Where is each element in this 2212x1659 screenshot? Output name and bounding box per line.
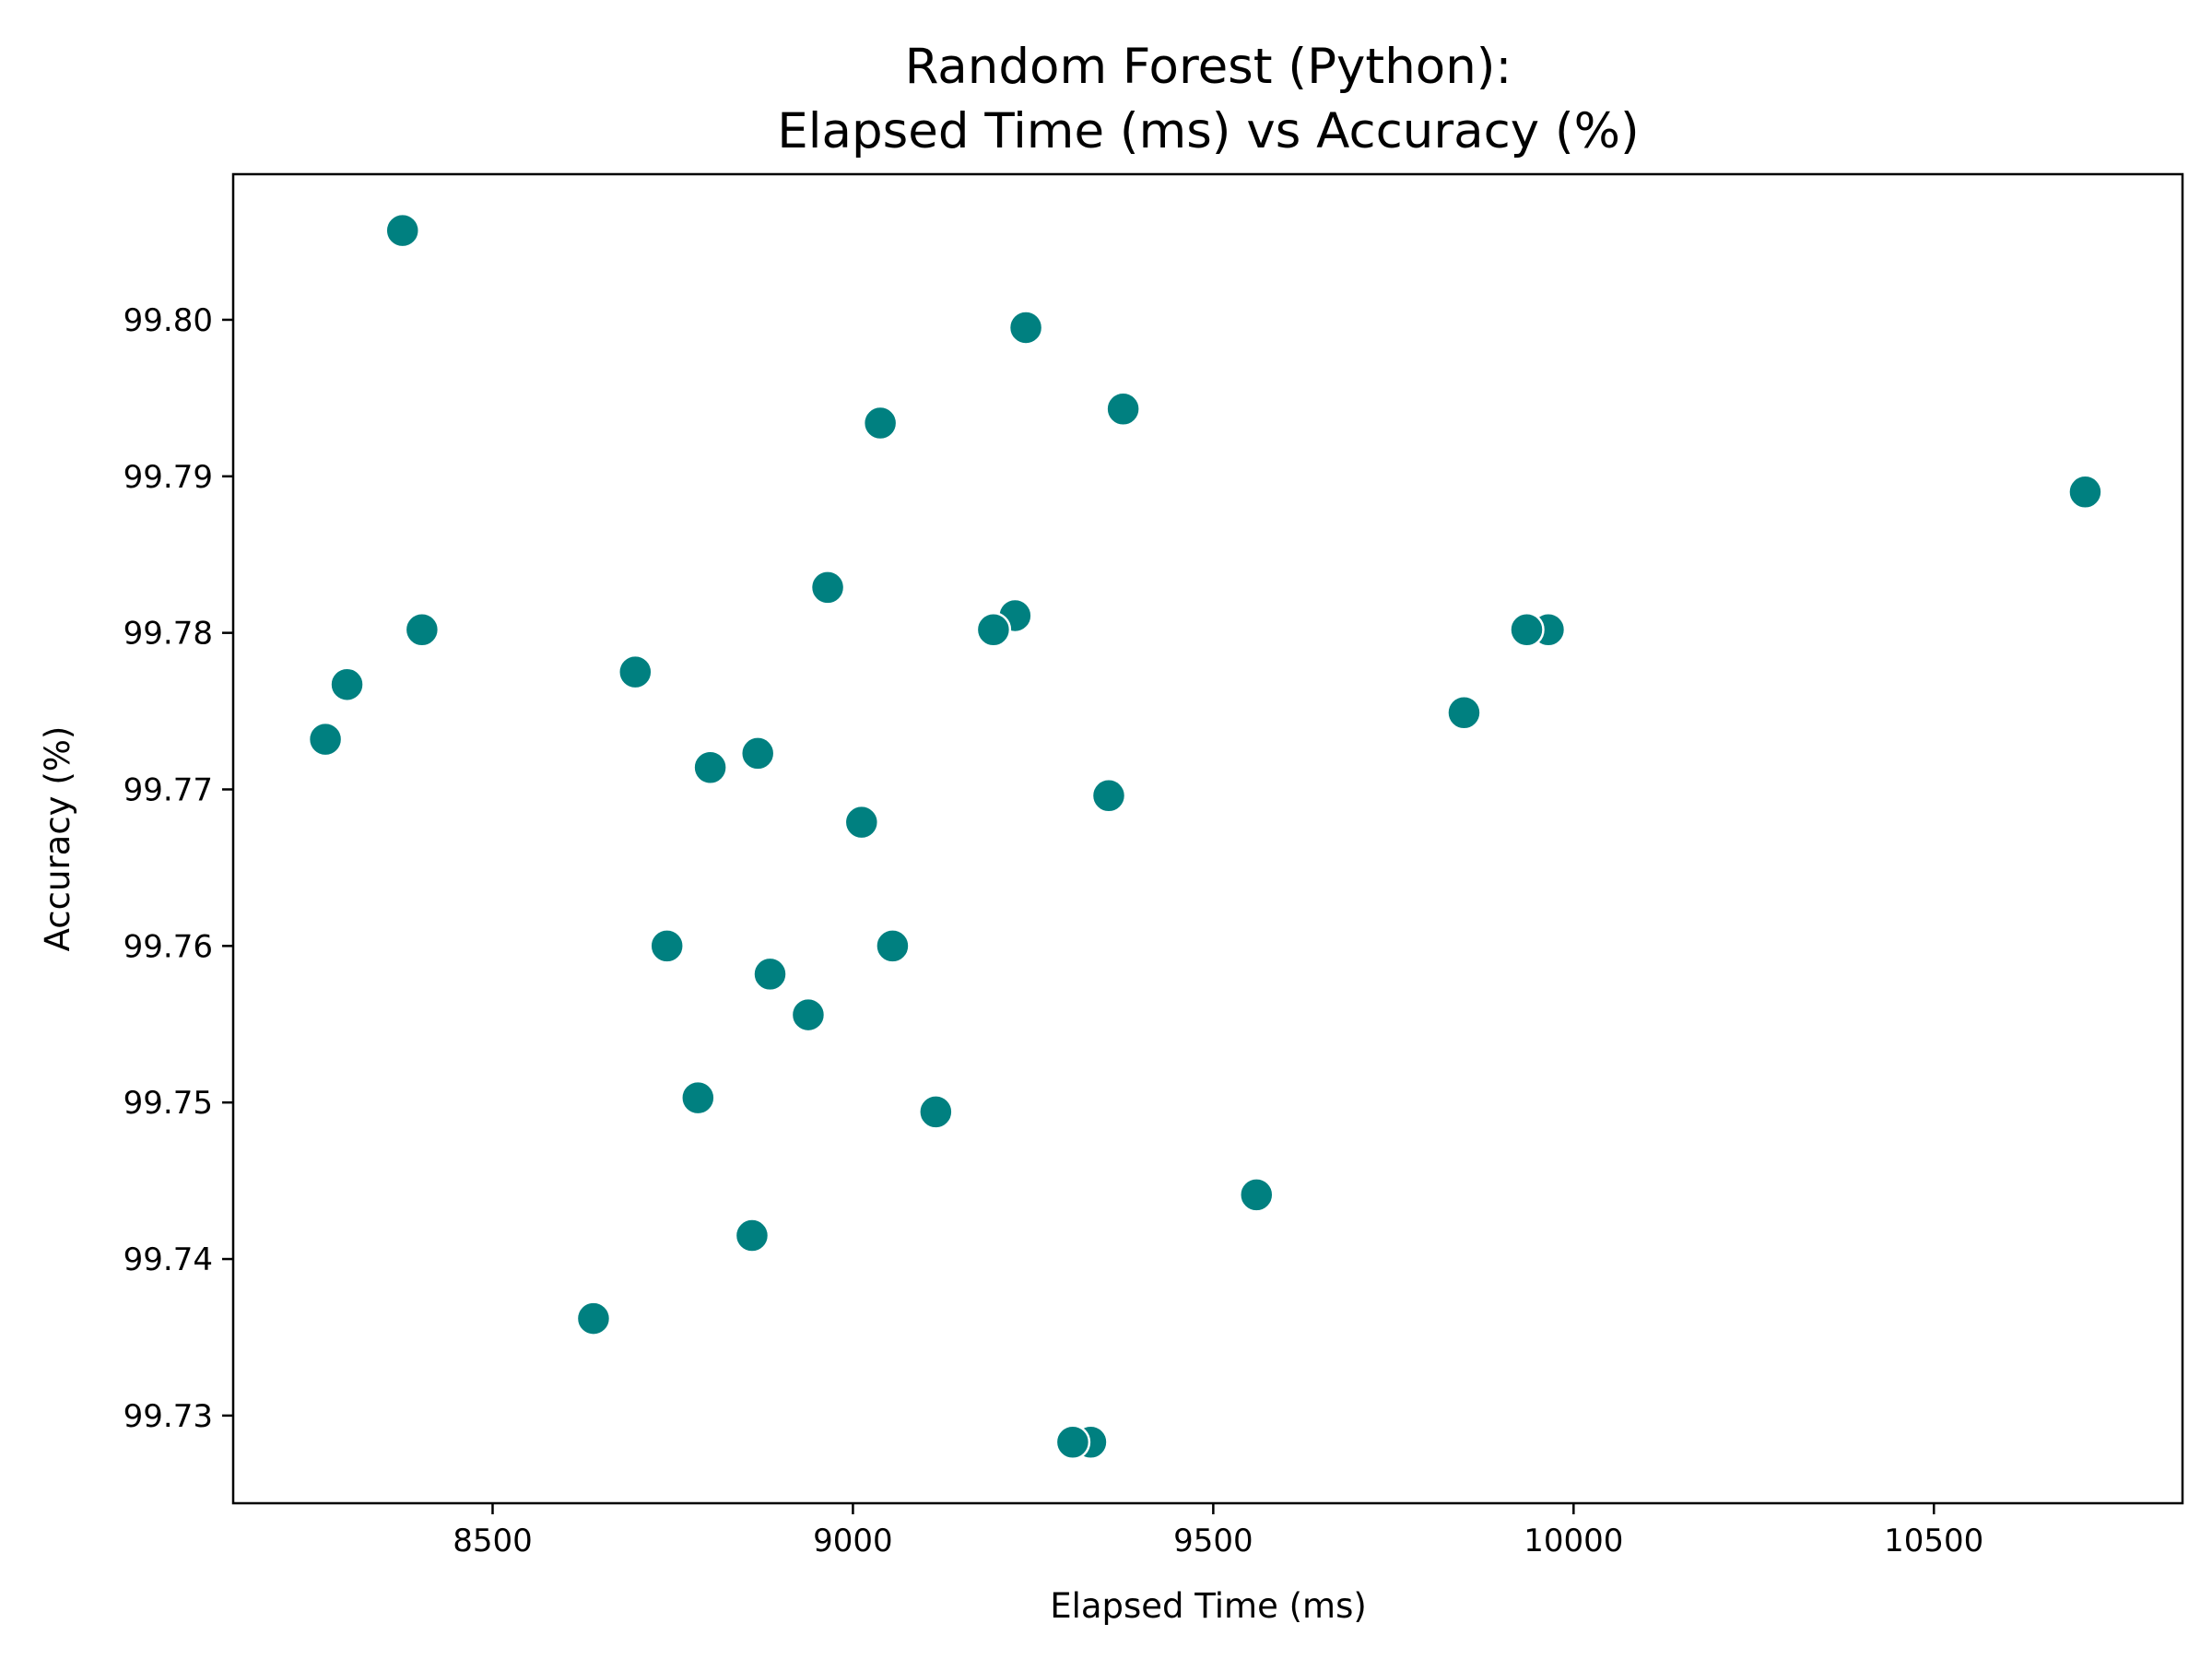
- scatter-point: [752, 956, 788, 993]
- scatter-point: [862, 405, 899, 441]
- x-tick-label: 9000: [813, 1523, 893, 1559]
- scatter-point: [1054, 1424, 1091, 1461]
- scatter-point: [1239, 1177, 1275, 1213]
- y-tick-label: 99.79: [124, 459, 213, 496]
- scatter-point: [329, 666, 365, 702]
- chart-title-line-2: Elapsed Time (ms) vs Accuracy (%): [777, 103, 1639, 159]
- scatter-point: [692, 749, 728, 785]
- x-axis-ticks: 8500 9000 9500 10000 10500: [453, 1503, 1983, 1559]
- scatter-point: [739, 735, 776, 771]
- scatter-point: [404, 612, 441, 648]
- y-tick-label: 99.80: [124, 302, 213, 339]
- y-axis-ticks: 99.73 99.74 99.75 99.76 99.77 99.78 99.79 99.80: [124, 302, 233, 1435]
- scatter-point: [649, 928, 685, 964]
- chart-title-line-1: Random Forest (Python):: [905, 39, 1512, 95]
- scatter-point: [1446, 695, 1482, 731]
- x-tick-label: 9500: [1173, 1523, 1253, 1559]
- scatter-point: [1509, 612, 1545, 648]
- x-axis-label: Elapsed Time (ms): [1050, 1586, 1367, 1626]
- y-tick-label: 99.73: [124, 1398, 213, 1435]
- scatter-point: [918, 1094, 954, 1130]
- x-tick-label: 10000: [1524, 1523, 1623, 1559]
- scatter-point: [734, 1218, 771, 1253]
- y-axis-label: Accuracy (%): [38, 726, 77, 952]
- scatter-point: [680, 1079, 716, 1116]
- scatter-point: [618, 653, 653, 690]
- plot-area-frame: [231, 172, 2184, 1505]
- y-tick-label: 99.76: [124, 928, 213, 965]
- scatter-point: [975, 612, 1012, 648]
- scatter-point: [790, 996, 827, 1033]
- y-tick-label: 99.78: [124, 616, 213, 653]
- x-tick-label: 10500: [1884, 1523, 1983, 1559]
- scatter-point: [1090, 778, 1127, 814]
- scatter-point: [307, 721, 344, 758]
- scatter-point: [875, 928, 911, 964]
- y-tick-label: 99.77: [124, 771, 213, 808]
- scatter-point: [843, 804, 880, 841]
- scatter-points: [307, 212, 2103, 1461]
- y-tick-label: 99.75: [124, 1085, 213, 1122]
- scatter-point: [384, 212, 420, 249]
- scatter-point: [1007, 310, 1044, 346]
- scatter-point: [575, 1300, 612, 1336]
- scatter-point: [809, 570, 846, 606]
- y-tick-label: 99.74: [124, 1241, 213, 1278]
- scatter-point: [2067, 474, 2103, 511]
- x-tick-label: 8500: [453, 1523, 533, 1559]
- scatter-point: [1105, 391, 1141, 428]
